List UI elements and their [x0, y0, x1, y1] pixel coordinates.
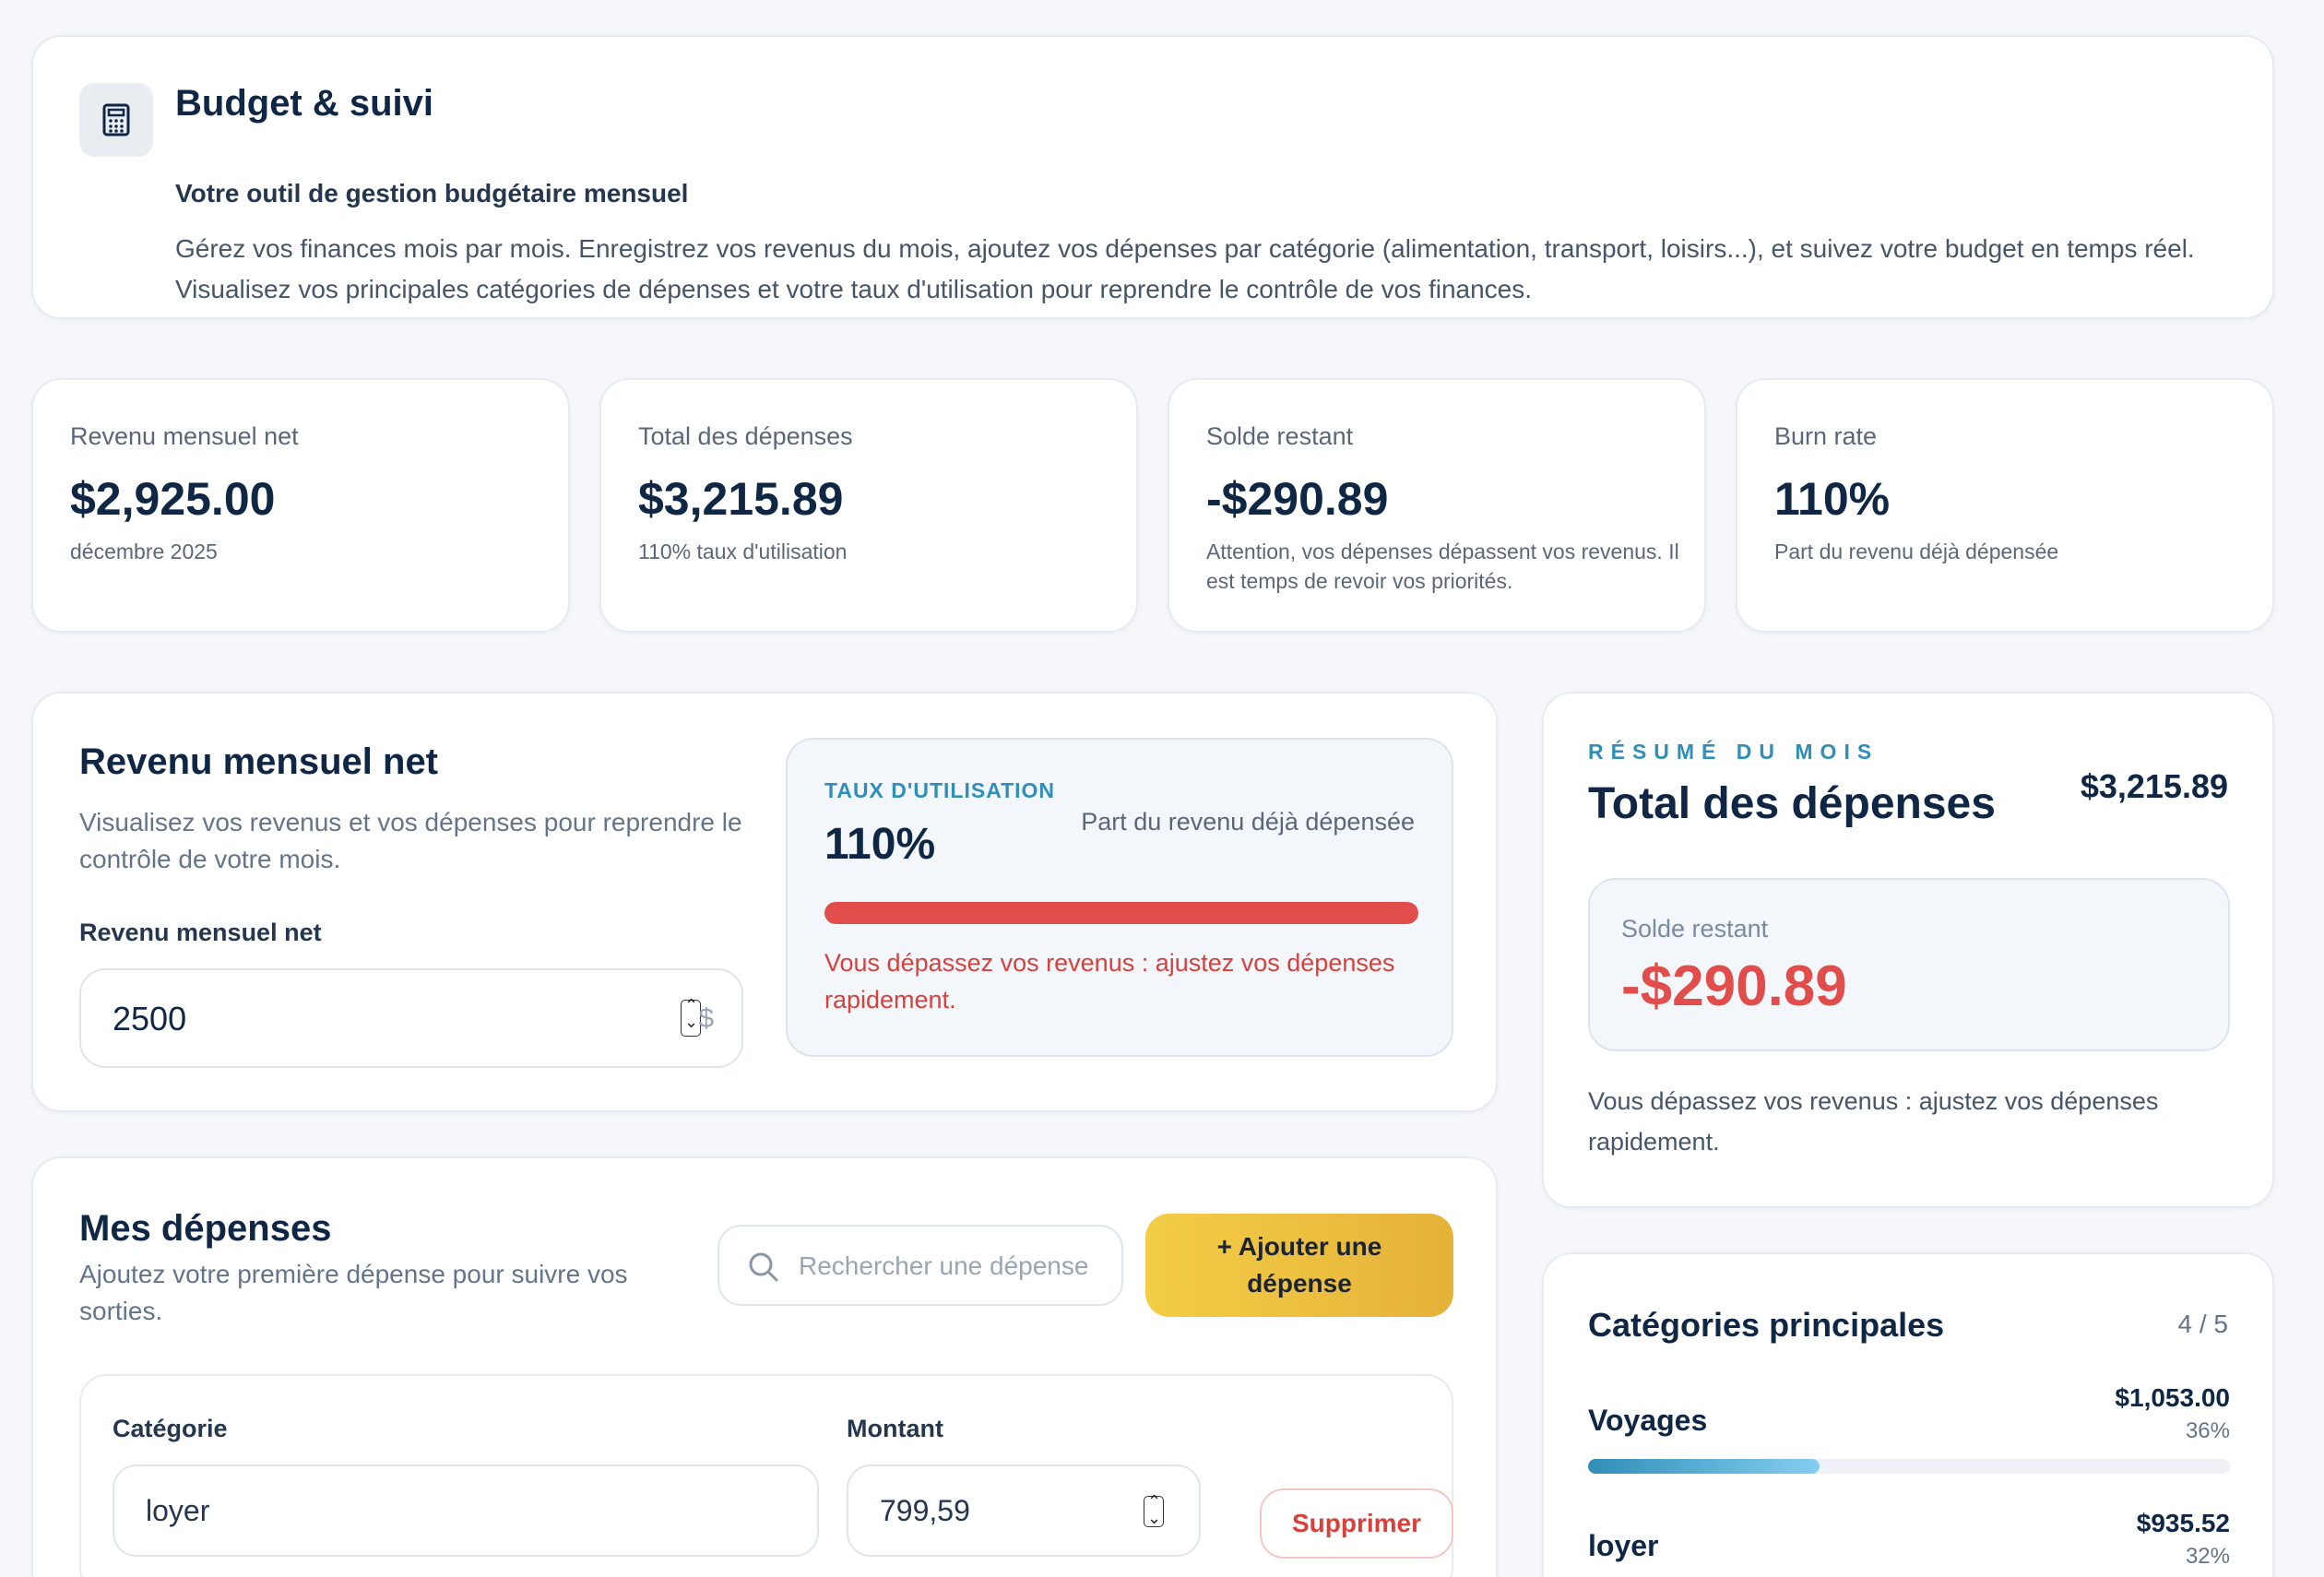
income-card: Revenu mensuel net Visualisez vos revenu… [31, 692, 1498, 1112]
usage-progress-bar [824, 902, 1418, 924]
stat-card-balance: Solde restant -$290.89 Attention, vos dé… [1168, 378, 1706, 633]
page-description: Gérez vos finances mois par mois. Enregi… [175, 234, 2195, 303]
category-progress-fill [1588, 1459, 1820, 1474]
balance-label: Solde restant [1621, 915, 1769, 943]
stat-note: décembre 2025 [70, 540, 218, 563]
page-subtitle: Votre outil de gestion budgétaire mensue… [175, 179, 689, 208]
delete-expense-button[interactable]: Supprimer [1260, 1488, 1453, 1559]
income-input[interactable]: 2500 $ [79, 968, 743, 1068]
expenses-description: Ajoutez votre première dépense pour suiv… [79, 1260, 628, 1325]
summary-total: $3,215.89 [2080, 767, 2228, 805]
usage-progress-fill [824, 902, 1418, 924]
balance-box: Solde restant -$290.89 [1588, 878, 2230, 1051]
stat-value: -$290.89 [1206, 473, 1389, 525]
page-title: Budget & suivi [175, 83, 434, 124]
search-box[interactable] [717, 1225, 1123, 1306]
stat-label: Burn rate [1774, 422, 1878, 450]
category-field[interactable]: loyer [113, 1464, 819, 1557]
category-amount: $935.52 [2136, 1509, 2230, 1537]
balance-value: -$290.89 [1621, 954, 1847, 1018]
summary-title: Total des dépenses [1588, 779, 1996, 828]
stat-value: 110% [1774, 473, 1891, 525]
stat-label: Total des dépenses [638, 422, 853, 450]
stat-label: Revenu mensuel net [70, 422, 299, 450]
category-item: loyer $935.52 32% [1588, 1509, 2230, 1577]
calculator-icon [79, 83, 153, 157]
categories-title: Catégories principales [1588, 1306, 1945, 1344]
search-icon [747, 1251, 780, 1288]
stat-label: Solde restant [1206, 422, 1354, 450]
currency-suffix: $ [698, 1003, 714, 1034]
income-description: Visualisez vos revenus et vos dépenses p… [79, 808, 742, 873]
usage-warning: Vous dépassez vos revenus : ajustez vos … [824, 949, 1395, 1014]
header-card: Budget & suivi Votre outil de gestion bu… [31, 35, 2274, 319]
categories-card: Catégories principales 4 / 5 Voyages $1,… [1542, 1252, 2274, 1577]
summary-tag: RÉSUMÉ DU MOIS [1588, 740, 1879, 764]
summary-note: Vous dépassez vos revenus : ajustez vos … [1588, 1087, 2159, 1156]
amount-field[interactable]: 799,59 [847, 1464, 1201, 1557]
category-name: Voyages [1588, 1404, 1708, 1437]
income-input-value[interactable]: 2500 [113, 1000, 187, 1038]
usage-tag: TAUX D'UTILISATION [824, 778, 1056, 802]
expenses-card: Mes dépenses Ajoutez votre première dépe… [31, 1156, 1498, 1577]
usage-percent: 110% [824, 820, 936, 869]
usage-side-label: Part du revenu déjà dépensée [1081, 808, 1415, 836]
category-progress-bar [1588, 1459, 2230, 1474]
stat-card-income: Revenu mensuel net $2,925.00 décembre 20… [31, 378, 570, 633]
expenses-title: Mes dépenses [79, 1208, 332, 1249]
category-percent: 36% [2185, 1418, 2230, 1443]
category-name: loyer [1588, 1529, 1659, 1562]
add-expense-button[interactable]: + Ajouter une dépense [1145, 1214, 1453, 1317]
amount-field-value[interactable]: 799,59 [880, 1494, 970, 1527]
summary-card: RÉSUMÉ DU MOIS Total des dépenses $3,215… [1542, 692, 2274, 1208]
category-item: Voyages $1,053.00 36% [1588, 1383, 2230, 1494]
expense-row: Catégorie Montant loyer 799,59 Supprimer [79, 1374, 1453, 1577]
amount-stepper[interactable] [1144, 1493, 1164, 1527]
stat-value: $3,215.89 [638, 473, 844, 525]
income-stepper[interactable] [681, 997, 701, 1037]
usage-panel: TAUX D'UTILISATION 110% Part du revenu d… [786, 738, 1453, 1057]
categories-count: 4 / 5 [2177, 1310, 2228, 1338]
stat-card-burn-rate: Burn rate 110% Part du revenu déjà dépen… [1736, 378, 2274, 633]
income-title: Revenu mensuel net [79, 741, 439, 782]
stat-note: 110% taux d'utilisation [638, 540, 848, 563]
income-field-label: Revenu mensuel net [79, 919, 322, 946]
stat-value: $2,925.00 [70, 473, 276, 525]
stat-note: Attention, vos dépenses dépassent vos re… [1206, 540, 1679, 593]
category-label: Catégorie [113, 1415, 228, 1442]
stat-note: Part du revenu déjà dépensée [1774, 540, 2059, 563]
category-field-value[interactable]: loyer [146, 1494, 210, 1527]
search-input[interactable] [799, 1243, 1094, 1289]
amount-label: Montant [847, 1415, 943, 1442]
stat-card-expenses: Total des dépenses $3,215.89 110% taux d… [599, 378, 1138, 633]
category-amount: $1,053.00 [2115, 1383, 2230, 1412]
category-percent: 32% [2185, 1544, 2230, 1569]
